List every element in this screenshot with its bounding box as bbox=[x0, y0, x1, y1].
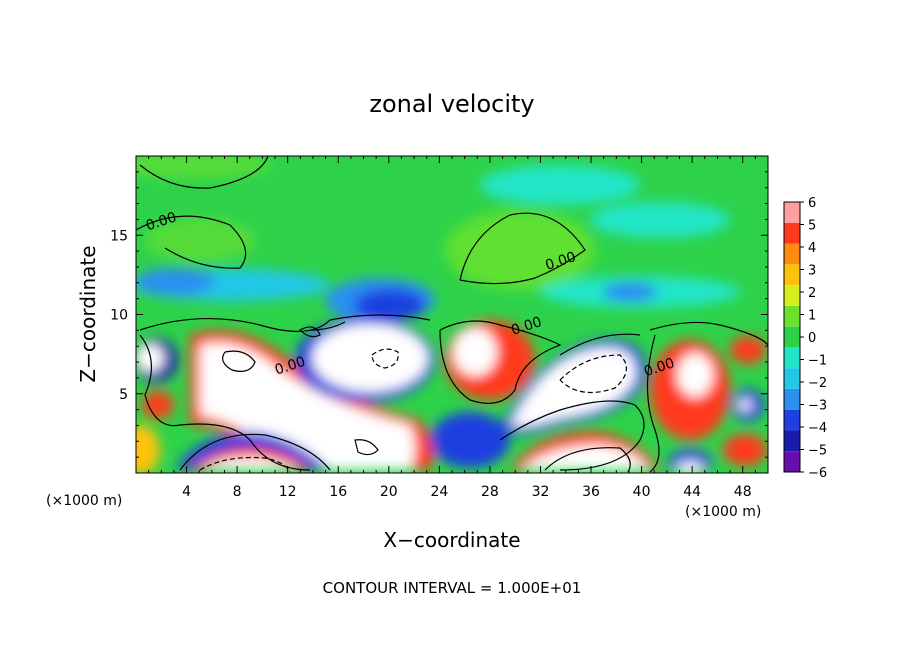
colorbar: −6 −5 −4 −3 −2 −1 0 1 2 3 4 5 6 bbox=[783, 196, 827, 481]
y-tick-label: 15 bbox=[110, 228, 128, 244]
x-unit-left: (×1000 m) bbox=[46, 493, 122, 509]
x-tick-label: 16 bbox=[329, 484, 347, 500]
x-axis-title: X−coordinate bbox=[383, 528, 520, 552]
contour-line bbox=[459, 212, 586, 285]
x-unit-right: (×1000 m) bbox=[685, 504, 761, 520]
contour-interval-note: CONTOUR INTERVAL = 1.000E+01 bbox=[323, 579, 582, 597]
contour-line bbox=[439, 320, 562, 404]
x-tick-label: 8 bbox=[233, 484, 242, 500]
colorbar-swatch bbox=[784, 243, 800, 265]
colorbar-swatch bbox=[784, 285, 800, 306]
contour-line bbox=[649, 321, 768, 346]
x-tick-label: 44 bbox=[683, 484, 701, 500]
x-tick-label: 32 bbox=[532, 484, 550, 500]
contour-line bbox=[499, 400, 645, 471]
colorbar-swatch bbox=[784, 368, 800, 389]
heatmap-field bbox=[136, 156, 768, 473]
x-tick-label: 40 bbox=[633, 484, 651, 500]
x-tick-label: 36 bbox=[582, 484, 600, 500]
contour-line bbox=[299, 326, 321, 338]
contour-line bbox=[199, 456, 291, 473]
y-axis-ticks: 5 10 15 bbox=[110, 171, 768, 458]
contour-line bbox=[222, 350, 256, 372]
y-axis-title: Z−coordinate bbox=[76, 245, 100, 382]
colorbar-swatch bbox=[784, 388, 800, 410]
contour-line bbox=[179, 433, 331, 471]
x-tick-label: 28 bbox=[481, 484, 499, 500]
colorbar-label: 1 bbox=[808, 309, 816, 324]
colorbar-label: 0 bbox=[808, 331, 816, 346]
y-tick-label: 5 bbox=[119, 387, 128, 403]
x-axis-ticks: 4 8 12 16 20 24 28 32 36 40 44 48 bbox=[148, 156, 756, 500]
contour-line bbox=[354, 439, 379, 456]
contour-line bbox=[139, 334, 311, 471]
colorbar-label: 4 bbox=[808, 241, 816, 256]
contour-line bbox=[139, 156, 269, 189]
colorbar-swatch bbox=[784, 202, 800, 223]
colorbar-label: 3 bbox=[808, 264, 816, 279]
colorbar-label: 6 bbox=[808, 196, 816, 211]
colorbar-swatch bbox=[784, 451, 800, 472]
contour-line bbox=[139, 314, 431, 333]
colorbar-label: −2 bbox=[808, 376, 827, 391]
colorbar-swatch bbox=[784, 430, 800, 452]
colorbar-swatch bbox=[784, 347, 800, 369]
x-tick-label: 48 bbox=[734, 484, 752, 500]
colorbar-label: 2 bbox=[808, 286, 816, 301]
colorbar-label: −4 bbox=[808, 421, 827, 436]
contour-line bbox=[309, 321, 346, 331]
colorbar-swatch bbox=[784, 264, 800, 286]
colorbar-label: −1 bbox=[808, 354, 827, 369]
colorbar-label: −5 bbox=[808, 444, 827, 459]
colorbar-swatch bbox=[784, 326, 800, 348]
colorbar-swatch bbox=[784, 409, 800, 431]
chart-title: zonal velocity bbox=[369, 90, 534, 118]
colorbar-label: −3 bbox=[808, 399, 827, 414]
contour-line bbox=[544, 447, 631, 473]
contour-line bbox=[136, 215, 247, 269]
colorbar-label: −6 bbox=[808, 466, 827, 481]
contour-line bbox=[559, 333, 641, 356]
colorbar-swatch bbox=[784, 305, 800, 327]
y-tick-label: 10 bbox=[110, 308, 128, 324]
x-tick-label: 24 bbox=[430, 484, 448, 500]
contour-line bbox=[646, 334, 660, 473]
x-tick-label: 20 bbox=[380, 484, 398, 500]
colorbar-swatch bbox=[784, 222, 800, 244]
x-tick-label: 12 bbox=[279, 484, 297, 500]
colorbar-label: 5 bbox=[808, 219, 816, 234]
x-tick-label: 4 bbox=[182, 484, 191, 500]
contour-line bbox=[559, 354, 627, 394]
contour-lines bbox=[136, 156, 768, 473]
